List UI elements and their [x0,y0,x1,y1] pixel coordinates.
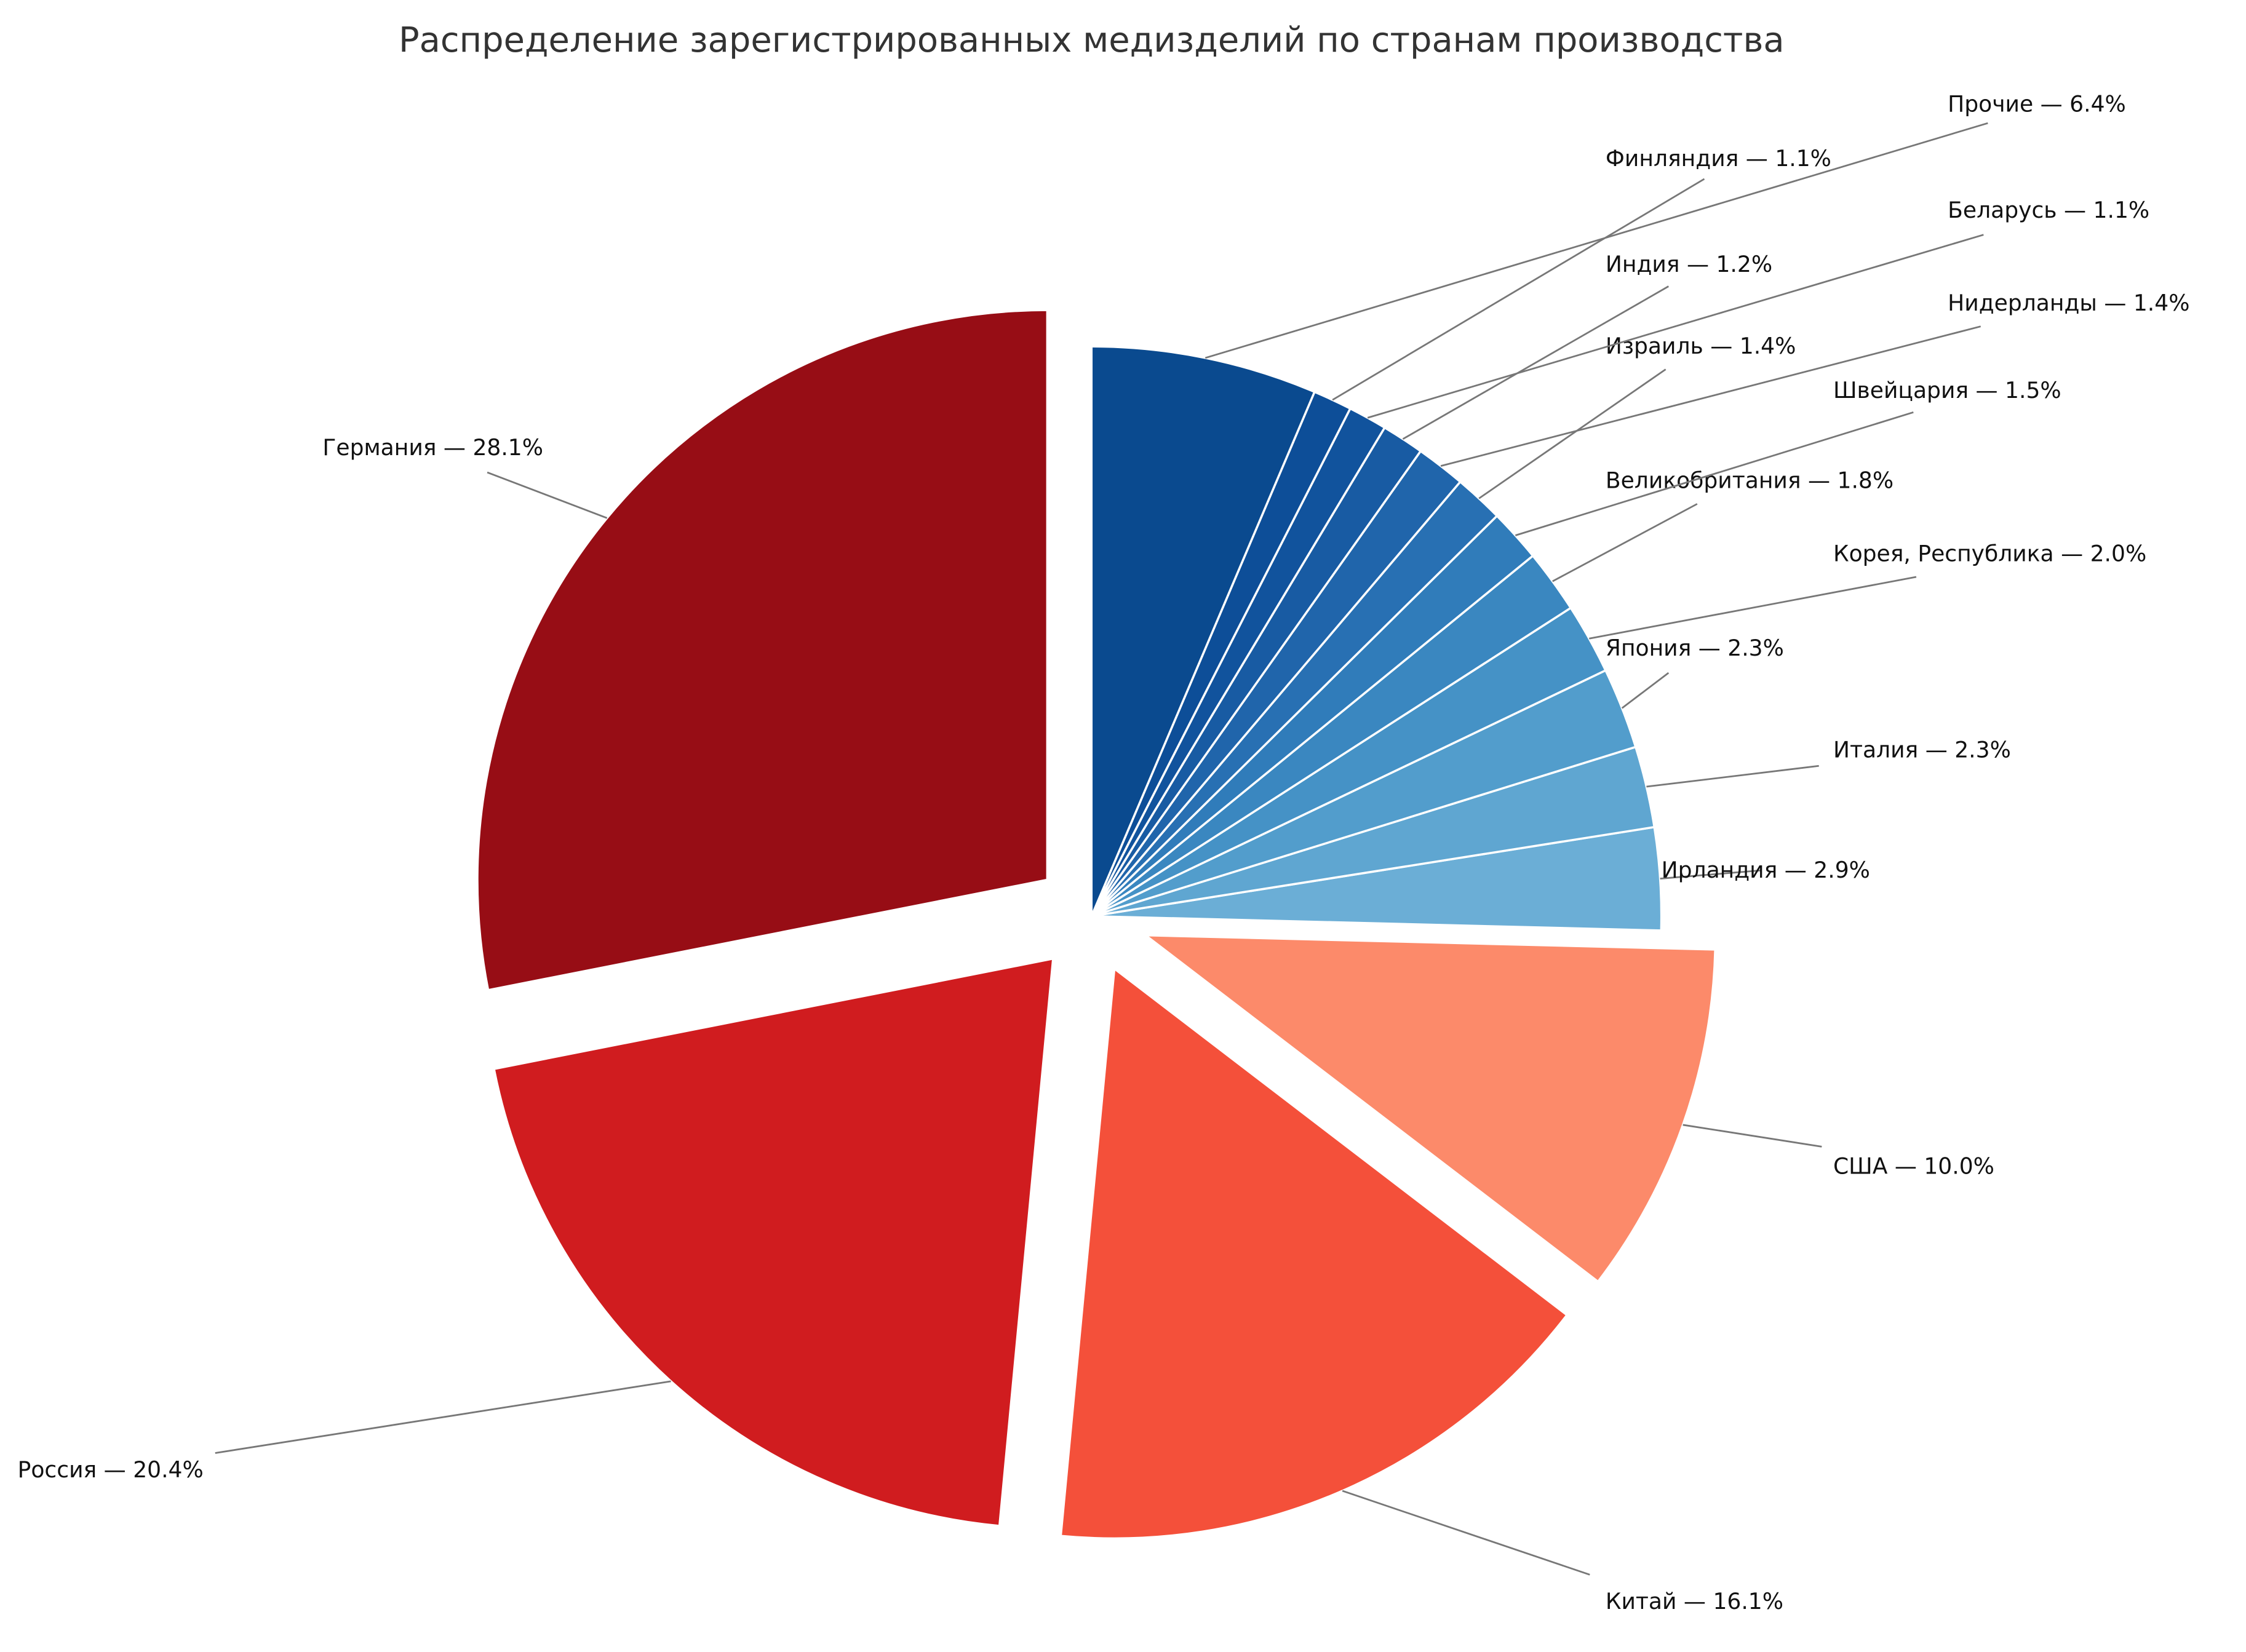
slice-label: Прочие — 6.4% [1948,92,2126,117]
leader-line [215,1380,671,1454]
pie-slice-3 [1059,966,1569,1540]
leader-line [1342,1490,1590,1576]
pie-slice-1 [476,309,1049,991]
wedges [476,309,1716,1540]
slice-label: Нидерланды — 1.4% [1948,290,2189,316]
slice-label: Израиль — 1.4% [1606,333,1796,359]
slice-label: Ирландия — 2.9% [1662,857,1870,883]
slice-label: Финляндия — 1.1% [1606,146,1831,172]
leader-line [1205,122,1988,359]
slice-label: Швейцария — 1.5% [1833,378,2061,403]
slice-label: США — 10.0% [1833,1154,1994,1180]
slice-label: Великобритания — 1.8% [1606,468,1894,494]
leader-line [1660,869,1762,880]
pie-slice-4 [1142,934,1716,1284]
slice-label: Россия — 20.4% [18,1457,204,1483]
leader-line [1683,1124,1822,1148]
leader-line [1552,503,1698,582]
chart-title: Распределение зарегистрированных медизде… [399,20,1785,60]
leader-line [1402,285,1669,440]
leader-line [1646,764,1819,788]
leader-line [1478,368,1667,499]
leader-line [1621,672,1670,709]
leader-line [1332,178,1705,401]
slice-label: Индия — 1.2% [1606,252,1772,277]
slice-label: Корея, Республика — 2.0% [1833,541,2146,566]
pie-slice-16 [1090,345,1316,917]
slice-label: Беларусь — 1.1% [1948,197,2149,223]
labels: Германия — 28.1% Россия — 20.4% Китай — 16… [18,92,2190,1615]
slice-label: Германия — 28.1% [322,435,543,461]
leader-line [1588,576,1917,640]
leader-line [1440,325,1981,467]
leader-line [1515,411,1914,536]
leader-line [487,471,608,519]
pie-slice-2 [492,957,1054,1527]
slice-label: Япония — 2.3% [1606,635,1784,661]
leader-line [1367,234,1984,419]
slice-label: Китай — 16.1% [1606,1589,1783,1614]
slice-label: Италия — 2.3% [1833,737,2011,763]
